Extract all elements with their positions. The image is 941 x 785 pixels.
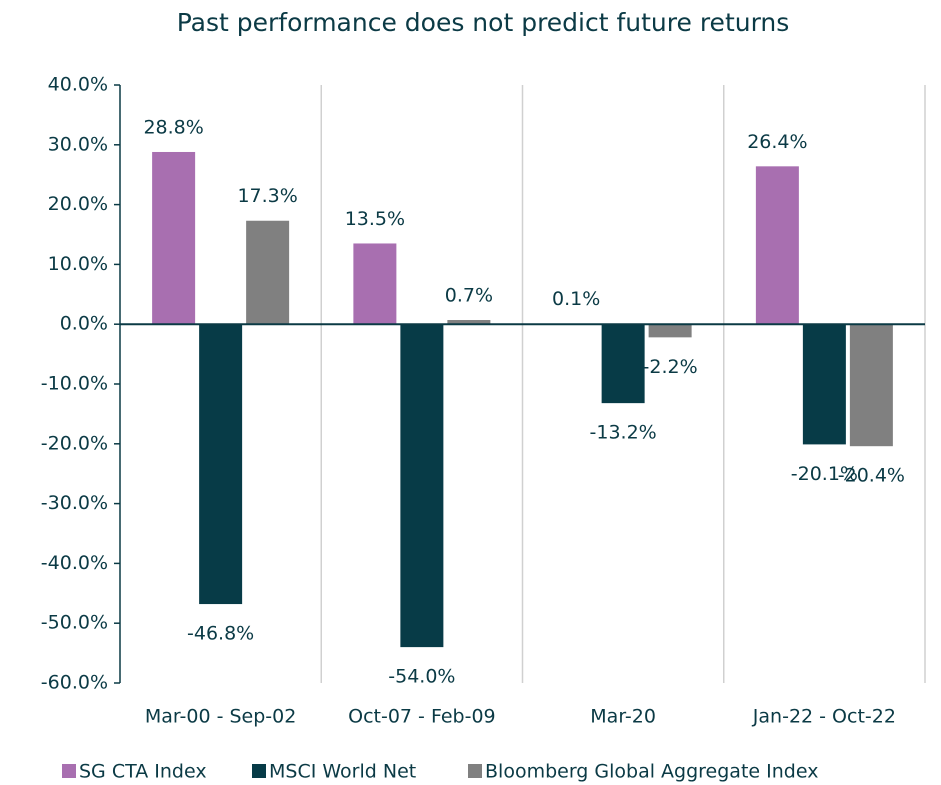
bar bbox=[601, 324, 645, 404]
value-label: -20.1% bbox=[791, 463, 858, 485]
legend-label: MSCI World Net bbox=[269, 761, 416, 783]
y-tick-label: 40.0% bbox=[48, 74, 108, 96]
bar bbox=[648, 324, 692, 338]
x-tick-label: Jan-22 - Oct-22 bbox=[752, 706, 896, 728]
y-tick-label: 30.0% bbox=[48, 133, 108, 155]
y-tick-label: 0.0% bbox=[60, 313, 108, 335]
bar bbox=[199, 324, 243, 605]
value-label: -13.2% bbox=[590, 422, 657, 444]
bar bbox=[400, 324, 444, 648]
y-tick-label: -40.0% bbox=[41, 552, 108, 574]
value-label: 26.4% bbox=[747, 131, 807, 153]
x-tick-label: Oct-07 - Feb-09 bbox=[348, 706, 496, 728]
value-label: 17.3% bbox=[237, 185, 297, 207]
chart-title: Past performance does not predict future… bbox=[177, 8, 790, 37]
value-label: -20.4% bbox=[838, 465, 905, 487]
value-label: 0.7% bbox=[445, 285, 493, 307]
y-tick-label: -20.0% bbox=[41, 432, 108, 454]
bar bbox=[849, 324, 893, 447]
value-label: -46.8% bbox=[187, 623, 254, 645]
x-tick-label: Mar-00 - Sep-02 bbox=[145, 706, 296, 728]
legend-label: Bloomberg Global Aggregate Index bbox=[485, 761, 818, 783]
bar bbox=[152, 151, 196, 325]
legend-swatch bbox=[468, 764, 482, 778]
y-tick-label: 10.0% bbox=[48, 253, 108, 275]
bar bbox=[447, 320, 491, 325]
x-tick-label: Mar-20 bbox=[590, 706, 656, 728]
bar bbox=[802, 324, 846, 445]
bar bbox=[353, 243, 397, 325]
y-tick-label: -10.0% bbox=[41, 373, 108, 395]
bar bbox=[755, 166, 799, 325]
y-tick-label: 20.0% bbox=[48, 193, 108, 215]
value-label: -54.0% bbox=[388, 666, 455, 688]
value-label: 13.5% bbox=[345, 208, 405, 230]
y-tick-label: -60.0% bbox=[41, 672, 108, 694]
value-label: 0.1% bbox=[552, 288, 600, 310]
value-label: -2.2% bbox=[643, 356, 698, 378]
legend-swatch bbox=[252, 764, 266, 778]
value-label: 28.8% bbox=[143, 116, 203, 138]
legend-label: SG CTA Index bbox=[79, 761, 207, 783]
legend-swatch bbox=[62, 764, 76, 778]
y-tick-label: -30.0% bbox=[41, 492, 108, 514]
y-tick-label: -50.0% bbox=[41, 612, 108, 634]
bar bbox=[246, 220, 290, 325]
